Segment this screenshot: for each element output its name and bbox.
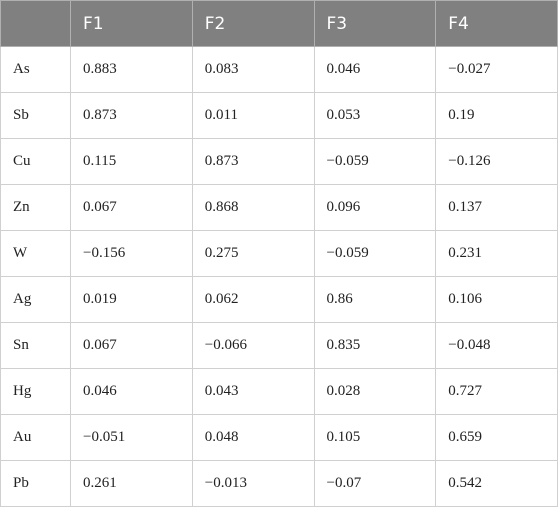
value-cell: 0.083	[191, 46, 315, 93]
header-cell: F1	[70, 0, 193, 47]
row-label: Hg	[0, 368, 71, 415]
row-label: Ag	[0, 276, 71, 323]
value-cell: 0.043	[191, 368, 315, 415]
value-cell: 0.011	[191, 92, 315, 139]
header-row: F1 F2 F3 F4	[0, 0, 558, 47]
value-cell: 0.659	[435, 414, 558, 461]
value-cell: −0.013	[191, 460, 315, 507]
value-cell: 0.19	[435, 92, 558, 139]
corner-cell	[0, 0, 71, 47]
value-cell: 0.096	[313, 184, 437, 231]
table-row: W −0.156 0.275 −0.059 0.231	[0, 230, 558, 277]
value-cell: −0.059	[313, 138, 437, 185]
row-label: Au	[0, 414, 71, 461]
row-label: Pb	[0, 460, 71, 507]
value-cell: 0.115	[70, 138, 193, 185]
value-cell: 0.727	[435, 368, 558, 415]
header-cell: F3	[313, 0, 437, 47]
value-cell: 0.046	[313, 46, 437, 93]
value-cell: 0.542	[435, 460, 558, 507]
row-label: W	[0, 230, 71, 277]
table-row: Zn 0.067 0.868 0.096 0.137	[0, 184, 558, 231]
table-row: Cu 0.115 0.873 −0.059 −0.126	[0, 138, 558, 185]
table-row: Sn 0.067 −0.066 0.835 −0.048	[0, 322, 558, 369]
value-cell: −0.059	[313, 230, 437, 277]
value-cell: 0.028	[313, 368, 437, 415]
value-cell: 0.137	[435, 184, 558, 231]
value-cell: 0.86	[313, 276, 437, 323]
value-cell: 0.231	[435, 230, 558, 277]
row-label: Zn	[0, 184, 71, 231]
value-cell: 0.019	[70, 276, 193, 323]
table-row: Ag 0.019 0.062 0.86 0.106	[0, 276, 558, 323]
table-row: Hg 0.046 0.043 0.028 0.727	[0, 368, 558, 415]
value-cell: 0.835	[313, 322, 437, 369]
value-cell: −0.126	[435, 138, 558, 185]
header-cell: F4	[435, 0, 558, 47]
value-cell: −0.156	[70, 230, 193, 277]
value-cell: −0.07	[313, 460, 437, 507]
value-cell: 0.868	[191, 184, 315, 231]
table-body: As 0.883 0.083 0.046 −0.027 Sb 0.873 0.011 0.053…	[0, 46, 558, 507]
value-cell: −0.066	[191, 322, 315, 369]
value-cell: −0.027	[435, 46, 558, 93]
value-cell: 0.062	[191, 276, 315, 323]
value-cell: −0.048	[435, 322, 558, 369]
value-cell: 0.067	[70, 184, 193, 231]
row-label: Sb	[0, 92, 71, 139]
header-cell: F2	[191, 0, 315, 47]
value-cell: 0.883	[70, 46, 193, 93]
value-cell: 0.275	[191, 230, 315, 277]
value-cell: 0.873	[70, 92, 193, 139]
row-label: Cu	[0, 138, 71, 185]
table-row: Au −0.051 0.048 0.105 0.659	[0, 414, 558, 461]
value-cell: 0.261	[70, 460, 193, 507]
value-cell: 0.106	[435, 276, 558, 323]
value-cell: 0.105	[313, 414, 437, 461]
value-cell: −0.051	[70, 414, 193, 461]
table-row: Sb 0.873 0.011 0.053 0.19	[0, 92, 558, 139]
value-cell: 0.048	[191, 414, 315, 461]
row-label: As	[0, 46, 71, 93]
value-cell: 0.053	[313, 92, 437, 139]
row-label: Sn	[0, 322, 71, 369]
table-row: Pb 0.261 −0.013 −0.07 0.542	[0, 460, 558, 507]
table-row: As 0.883 0.083 0.046 −0.027	[0, 46, 558, 93]
value-cell: 0.046	[70, 368, 193, 415]
value-cell: 0.873	[191, 138, 315, 185]
value-cell: 0.067	[70, 322, 193, 369]
